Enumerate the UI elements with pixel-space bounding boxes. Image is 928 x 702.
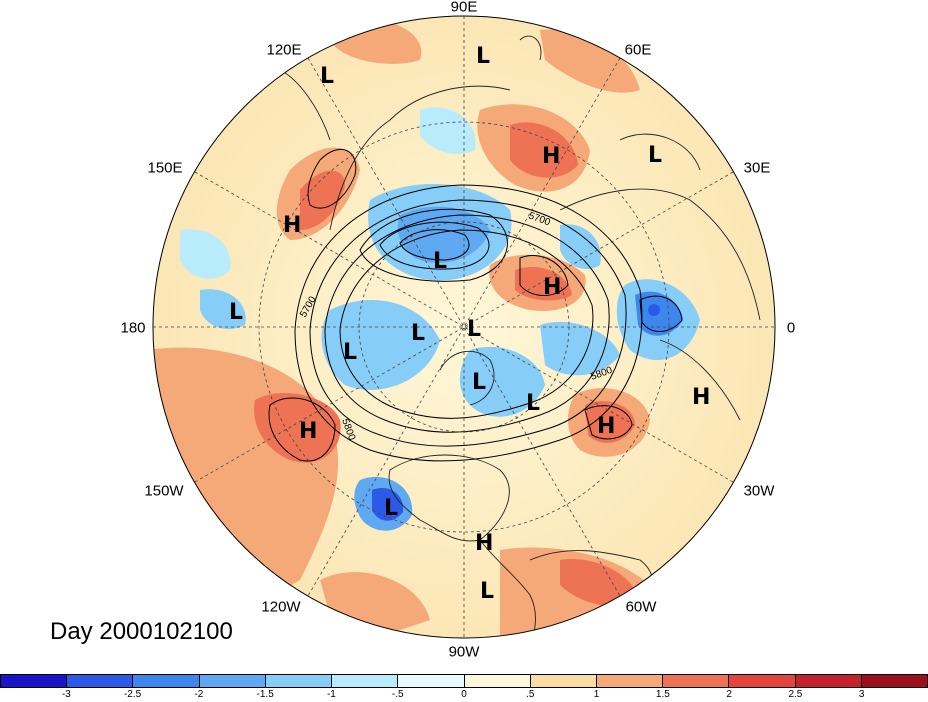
high-center: H <box>597 414 615 439</box>
colorbar-segment <box>332 675 399 687</box>
colorbar-segment <box>663 675 730 687</box>
colorbar-tick-label: -2 <box>194 689 204 700</box>
high-center: H <box>542 144 560 169</box>
pressure-centers: L H L H L H L L L L L L L H H H L H L <box>229 44 710 604</box>
lon-label-30w: 30W <box>743 482 775 500</box>
colorbar-segment <box>133 675 200 687</box>
colorbar-tick-label: -.5 <box>391 689 404 700</box>
colorbar-tick-label: 1 <box>593 689 600 700</box>
graticule <box>153 16 775 638</box>
colorbar-segment <box>398 675 465 687</box>
colorbar-ticks: -3 -2.5 -2 -1.5 -1 -.5 0 .5 1 1.5 2 2.5 3 <box>0 689 928 702</box>
lon-label-30e: 30E <box>743 159 771 177</box>
height-contours <box>268 148 683 462</box>
lon-label-60e: 60E <box>624 41 652 59</box>
lon-label-120e: 120E <box>266 41 302 59</box>
colorbar-tick-label: -1 <box>326 689 336 700</box>
high-center: H <box>543 275 561 300</box>
colorbar-segment <box>729 675 796 687</box>
colorbar-tick-label: .5 <box>526 689 535 700</box>
low-center: L <box>411 321 425 346</box>
colorbar-tick-label: 0 <box>461 689 467 700</box>
colorbar-tick-label: 3 <box>858 689 865 700</box>
colorbar-tick-label: 2.5 <box>788 689 803 700</box>
low-center: L <box>648 143 662 168</box>
low-center: L <box>343 340 357 365</box>
map-boundary <box>152 15 776 639</box>
lon-label-90w: 90W <box>448 643 480 661</box>
low-center: L <box>526 391 540 416</box>
low-center: L <box>384 496 398 521</box>
colorbar-tick-label: 1.5 <box>655 689 670 700</box>
colorbar-tick-label: -2.5 <box>123 689 142 700</box>
colorbar <box>0 674 928 688</box>
colorbar-tick-label: -3 <box>61 689 71 700</box>
lon-label-0: 0 <box>786 319 796 337</box>
lon-label-150e: 150E <box>147 159 183 177</box>
colorbar-segment <box>861 675 928 687</box>
low-center: L <box>229 300 243 325</box>
colorbar-segment <box>795 675 862 687</box>
low-center: L <box>480 579 494 604</box>
colorbar-segment <box>464 675 531 687</box>
colorbar-segment <box>199 675 266 687</box>
polar-map: 5700 5700 5800 5800 L H L H L H L L L L … <box>152 15 776 639</box>
colorbar-segment <box>596 675 664 687</box>
colorbar-segment <box>530 675 597 687</box>
low-center: L <box>476 44 490 69</box>
colorbar-segment <box>265 675 333 687</box>
lon-label-180: 180 <box>120 319 146 337</box>
high-center: H <box>475 531 493 556</box>
low-center: L <box>320 64 334 89</box>
colorbar-tick-label: 2 <box>726 689 732 700</box>
high-center: H <box>299 419 317 444</box>
lon-label-120w: 120W <box>261 598 301 616</box>
high-center: H <box>283 213 301 238</box>
lon-label-150w: 150W <box>144 482 184 500</box>
colorbar-tick-label: -1.5 <box>256 689 274 700</box>
day-label: Day 2000102100 <box>50 618 233 645</box>
low-center: L <box>467 317 481 342</box>
low-center: L <box>472 370 486 395</box>
high-center: H <box>692 385 710 410</box>
low-center: L <box>433 249 447 274</box>
colorbar-segment <box>1 675 68 687</box>
colorbar-segment <box>67 675 134 687</box>
lon-label-60w: 60W <box>625 598 657 616</box>
lon-label-90e: 90E <box>450 0 478 16</box>
